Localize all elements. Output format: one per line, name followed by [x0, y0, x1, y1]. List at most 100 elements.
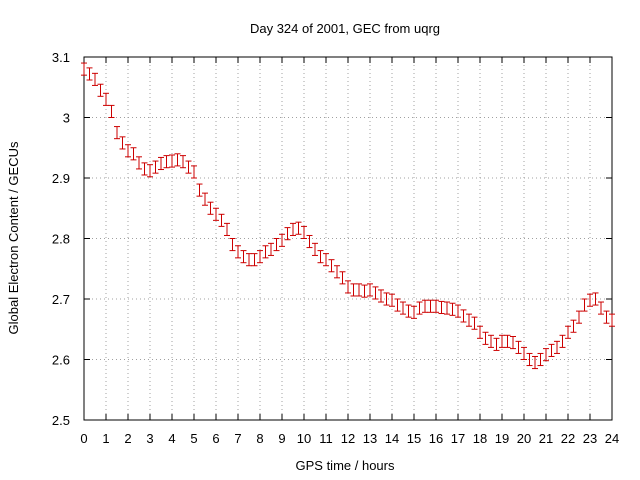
data-point	[554, 340, 560, 354]
data-point	[334, 265, 340, 279]
data-point	[592, 292, 599, 306]
data-point	[488, 334, 494, 348]
data-point	[152, 160, 159, 174]
data-point	[224, 222, 230, 236]
data-point	[284, 227, 291, 241]
data-point	[394, 298, 401, 312]
data-point	[416, 301, 423, 315]
data-point	[262, 245, 269, 259]
data-point	[196, 183, 203, 197]
data-point	[81, 62, 87, 76]
x-tick-label: 7	[234, 431, 241, 446]
data-series	[81, 62, 615, 370]
data-point	[411, 305, 417, 319]
x-tick-label: 12	[341, 431, 355, 446]
x-tick-label: 0	[80, 431, 87, 446]
data-point	[136, 156, 142, 170]
y-tick-label: 2.9	[52, 171, 70, 186]
x-tick-label: 6	[212, 431, 219, 446]
x-axis-label: GPS time / hours	[296, 458, 395, 473]
x-tick-label: 1	[102, 431, 109, 446]
data-point	[455, 304, 461, 318]
data-point	[482, 331, 489, 345]
data-point	[114, 126, 120, 140]
x-tick-label: 15	[407, 431, 421, 446]
data-point	[279, 233, 285, 247]
data-point	[312, 242, 318, 256]
data-point	[433, 299, 439, 313]
data-point	[191, 165, 197, 179]
data-point	[361, 284, 368, 298]
data-point	[532, 355, 538, 370]
x-tick-label: 24	[605, 431, 619, 446]
data-point	[345, 280, 351, 294]
data-point	[515, 340, 522, 354]
data-point	[246, 253, 252, 267]
data-point	[444, 301, 450, 315]
y-tick-label: 2.6	[52, 353, 70, 368]
data-point	[526, 352, 533, 367]
x-tick-label: 11	[319, 431, 333, 446]
data-point	[427, 299, 434, 313]
data-point	[598, 301, 604, 315]
data-point	[493, 337, 500, 351]
data-point	[229, 238, 236, 252]
data-point	[92, 72, 98, 86]
x-tick-label: 5	[190, 431, 197, 446]
data-point	[559, 334, 566, 348]
data-point	[378, 289, 384, 303]
data-point	[438, 300, 445, 315]
data-point	[317, 250, 324, 264]
y-tick-labels: 2.5 2.6 2.7 2.8 2.9 3 3.1	[52, 50, 70, 428]
data-point	[548, 343, 555, 357]
y-tick-label: 2.8	[52, 232, 70, 247]
data-point	[499, 334, 505, 348]
data-point	[290, 222, 296, 236]
data-point	[268, 242, 274, 256]
data-point	[125, 144, 131, 158]
data-point	[207, 201, 214, 215]
data-point	[174, 153, 181, 167]
data-point	[356, 283, 362, 297]
plot-frame	[83, 56, 613, 421]
data-point	[235, 245, 241, 259]
data-point	[158, 156, 164, 171]
data-point	[257, 250, 263, 264]
data-point	[323, 253, 329, 267]
data-point	[141, 162, 148, 176]
x-tick-label: 16	[429, 431, 443, 446]
data-point	[570, 319, 577, 333]
x-tick-label: 8	[256, 431, 263, 446]
data-point	[240, 250, 247, 264]
x-tick-label: 3	[146, 431, 153, 446]
data-point	[543, 348, 549, 362]
y-tick-label: 3.1	[52, 50, 70, 65]
data-point	[537, 352, 544, 367]
data-point	[202, 192, 208, 206]
x-tick-label: 23	[583, 431, 597, 446]
x-tick-label: 4	[168, 431, 175, 446]
x-tick-label: 10	[297, 431, 311, 446]
data-point	[466, 313, 472, 327]
data-point	[169, 154, 175, 168]
data-point	[565, 325, 571, 339]
data-point	[389, 293, 395, 307]
x-tick-label: 14	[385, 431, 399, 446]
data-point	[471, 316, 478, 330]
data-point	[477, 325, 483, 339]
data-point	[510, 336, 516, 350]
data-point	[449, 302, 456, 316]
x-tick-label: 18	[473, 431, 487, 446]
x-tick-label: 2	[124, 431, 131, 446]
data-point	[603, 310, 610, 324]
chart-title: Day 324 of 2001, GEC from uqrg	[250, 21, 440, 36]
data-point	[218, 213, 225, 227]
data-point	[103, 92, 109, 106]
data-point	[301, 225, 307, 239]
data-point	[147, 164, 153, 178]
data-point	[86, 67, 93, 81]
data-point	[350, 283, 357, 297]
data-point	[372, 286, 379, 300]
data-point	[422, 299, 428, 313]
data-point	[295, 221, 302, 235]
